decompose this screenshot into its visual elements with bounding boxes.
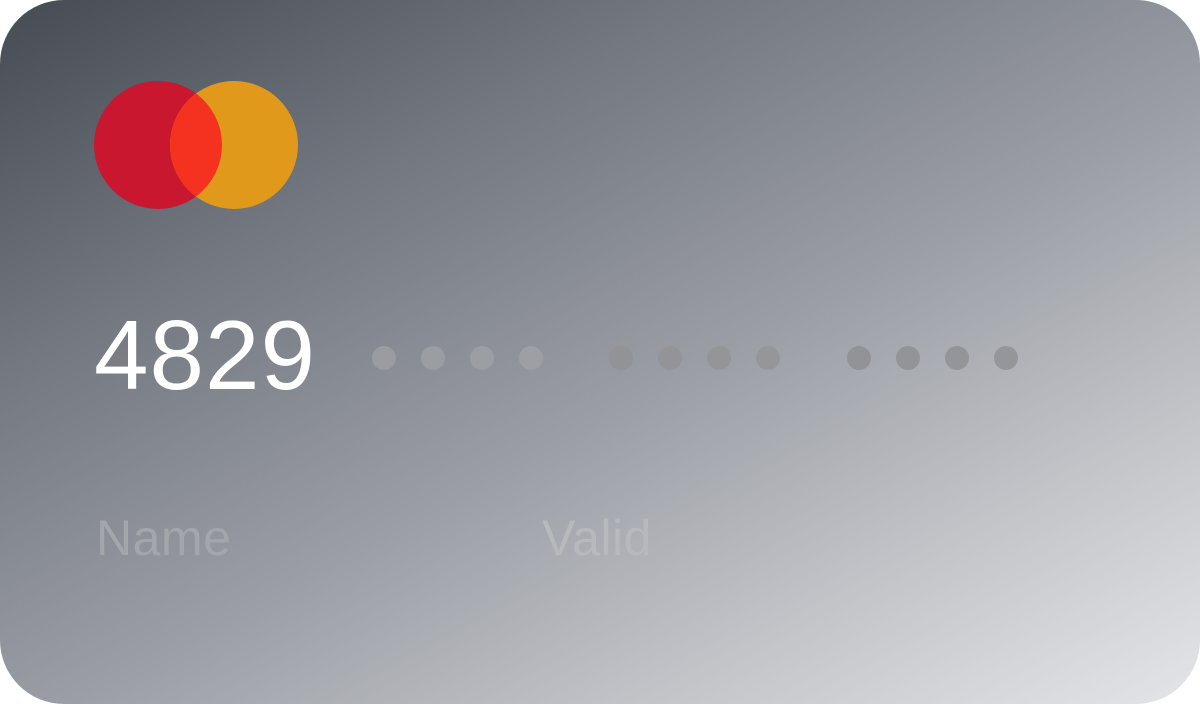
valid-thru-label: Valid bbox=[542, 510, 652, 566]
masked-digit-dot bbox=[945, 346, 969, 370]
masked-digit-dot bbox=[847, 346, 871, 370]
masked-digit-dot bbox=[707, 346, 731, 370]
masked-digit-dot bbox=[519, 346, 543, 370]
masked-digit-dot bbox=[658, 346, 682, 370]
masked-digit-dot bbox=[756, 346, 780, 370]
masked-digit-dot bbox=[609, 346, 633, 370]
card-number-first-group: 4829 bbox=[94, 300, 317, 410]
masked-digit-dot bbox=[470, 346, 494, 370]
mastercard-logo-icon bbox=[94, 81, 298, 209]
masked-digit-dot bbox=[421, 346, 445, 370]
card-number: 4829 bbox=[94, 300, 316, 410]
masked-digit-dot bbox=[896, 346, 920, 370]
cardholder-name-label: Name bbox=[96, 510, 232, 566]
logo-overlap bbox=[170, 81, 222, 209]
masked-digit-dot bbox=[372, 346, 396, 370]
masked-digit-dot bbox=[994, 346, 1018, 370]
